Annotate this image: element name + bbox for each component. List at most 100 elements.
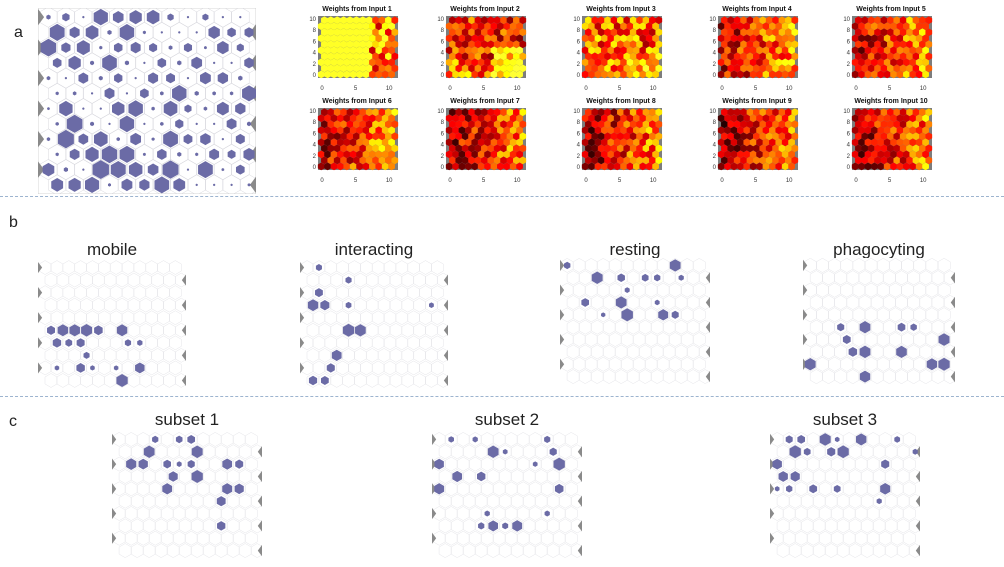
y-tick-label: 0 [441, 73, 445, 79]
weight-cell [343, 162, 351, 171]
y-tick-label: 10 [437, 109, 444, 115]
weight-cell [356, 162, 363, 171]
weight-cell [461, 40, 469, 49]
grid-cell [698, 369, 710, 384]
weight-cell [497, 34, 504, 43]
hit-hexagon [102, 54, 117, 72]
weight-cell [626, 138, 634, 147]
weight-cell [388, 162, 395, 171]
weight-cell [733, 40, 741, 49]
edge-wedge [257, 520, 262, 532]
weight-cell [481, 144, 488, 153]
weight-cell [372, 132, 379, 141]
weight-cell [455, 132, 463, 141]
weight-cell [781, 114, 789, 123]
weight-cell [652, 150, 659, 159]
hit-hexagon [355, 324, 366, 337]
grid-cell [908, 518, 920, 534]
weight-cell [740, 16, 747, 25]
weight-cell [449, 52, 456, 61]
hit-hexagon [581, 298, 590, 307]
weight-cell [601, 58, 608, 67]
weight-cell [468, 28, 475, 37]
weight-cell [652, 22, 659, 31]
x-tick-label: 0 [720, 86, 724, 92]
weight-cell [909, 150, 917, 159]
weight-cell [649, 120, 656, 129]
weight-cell [585, 64, 592, 73]
y-tick-label: 4 [713, 143, 717, 149]
hit-hexagon [202, 13, 209, 21]
hit-hexagon [183, 134, 193, 145]
hit-hexagon [119, 115, 135, 133]
hit-hexagon [194, 90, 199, 96]
weight-cell [791, 16, 799, 25]
weight-cell [743, 58, 751, 67]
weight-cell [604, 108, 611, 117]
weight-cell [503, 126, 511, 135]
weight-cell [639, 162, 647, 171]
weight-cell [500, 120, 507, 129]
hit-hexagon [654, 274, 661, 282]
weight-cell [516, 114, 523, 123]
weight-cell [871, 70, 878, 79]
weight-cell [874, 144, 881, 153]
weight-cell [762, 114, 770, 123]
edge-wedge [770, 532, 775, 544]
hit-hexagon [167, 13, 174, 21]
weight-plane-title: Weights from Input 7 [450, 98, 520, 105]
weight-cell [340, 28, 347, 37]
weight-cell [655, 108, 663, 117]
weight-cell [636, 156, 643, 165]
weight-cell [629, 132, 637, 141]
weight-cell [516, 138, 523, 147]
weight-cell [519, 64, 527, 73]
weight-cell [391, 120, 399, 129]
weight-cell [601, 22, 608, 31]
weight-cell [607, 58, 615, 67]
hit-hexagon [47, 107, 50, 111]
weight-cell [896, 126, 904, 135]
weight-cell [724, 46, 731, 55]
weight-cell [867, 108, 875, 117]
weight-cell [321, 64, 328, 73]
weight-cell [365, 28, 373, 37]
y-tick-label: 10 [573, 17, 580, 23]
weight-cell [890, 138, 897, 147]
y-tick-label: 8 [313, 28, 317, 34]
weight-cell [762, 138, 770, 147]
weight-cell [877, 162, 885, 171]
weight-cell [500, 64, 507, 73]
state-title: phagocyting [833, 240, 925, 259]
weight-cell [372, 16, 379, 25]
weight-cell [321, 144, 328, 153]
weight-cell [724, 162, 731, 171]
weight-cell [753, 132, 760, 141]
weight-cell [906, 28, 913, 37]
weight-cell [474, 16, 482, 25]
hit-hexagon [52, 337, 62, 348]
weight-cell [388, 150, 395, 159]
weight-cell [727, 144, 735, 153]
weight-cell [591, 64, 599, 73]
weight-cell [762, 162, 770, 171]
weight-cell [365, 132, 373, 141]
weight-cell [721, 156, 728, 165]
hit-hexagon [85, 146, 99, 162]
weight-cell [877, 138, 885, 147]
weight-cell [333, 64, 341, 73]
weight-cell [487, 28, 495, 37]
weight-cell [903, 150, 910, 159]
weight-cell [461, 28, 469, 37]
grid-cell [436, 272, 448, 288]
weight-cell [610, 64, 618, 73]
weight-cell [359, 40, 367, 49]
weight-cell [321, 16, 328, 25]
weight-cell [724, 150, 731, 159]
weight-cell [613, 34, 621, 43]
hit-hexagon [247, 183, 251, 187]
weight-cell [642, 40, 650, 49]
y-tick-label: 2 [441, 62, 445, 68]
y-tick-label: 4 [313, 143, 317, 149]
hit-hexagon [217, 521, 226, 531]
